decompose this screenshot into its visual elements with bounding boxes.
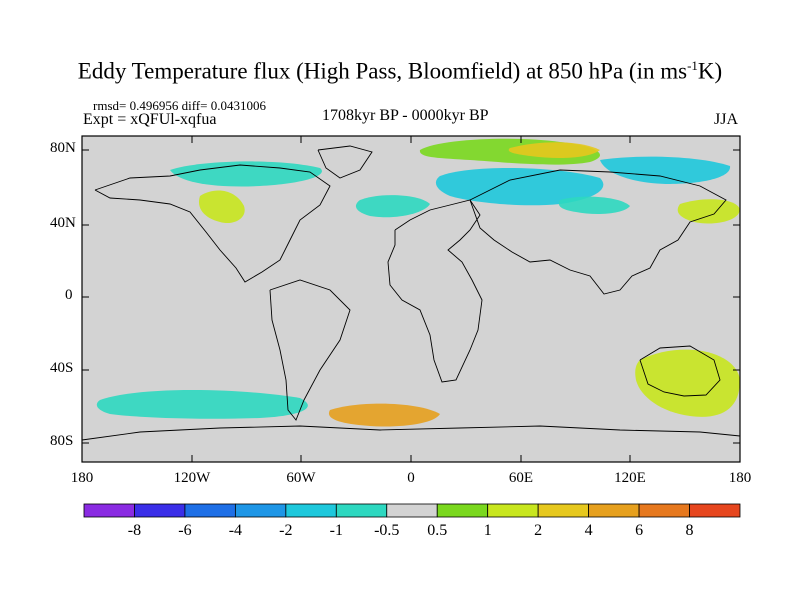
anomaly-layer	[96, 138, 740, 427]
colorbar-swatch	[234, 503, 287, 518]
colorbar-label: -1	[329, 522, 343, 539]
colorbar-label: 1	[483, 522, 492, 539]
lon-label: 60W	[286, 470, 316, 486]
colorbar	[83, 503, 741, 518]
period-label: 1708kyr BP - 0000kyr BP	[322, 107, 489, 124]
anomaly-arctic-siberia	[508, 142, 600, 158]
coastlines	[81, 145, 741, 441]
chart-title: Eddy Temperature flux (High Pass, Bloomf…	[77, 58, 723, 84]
lon-label: 0	[407, 470, 415, 486]
season-label: JJA	[714, 111, 739, 128]
coastline	[81, 425, 741, 441]
colorbar-label: -8	[127, 522, 142, 539]
lat-label: 0	[65, 287, 73, 303]
colorbar-swatch	[386, 503, 438, 518]
stats-text: rmsd= 0.496956 diff= 0.0431006	[93, 98, 266, 113]
colorbar-swatch	[285, 503, 337, 518]
coastline	[387, 199, 483, 383]
colorbar-swatch	[184, 503, 236, 518]
coastline	[269, 279, 351, 421]
anomaly-australia-sw	[635, 349, 740, 417]
colorbar-label: 8	[685, 522, 694, 539]
anomaly-nw-pacific	[677, 199, 740, 224]
experiment-label: Expt = xQFUl-xqfua	[83, 111, 217, 128]
colorbar-swatch	[436, 503, 489, 518]
coastline	[639, 345, 721, 397]
anomaly-ne-atlantic	[355, 195, 430, 218]
lat-label: 40N	[50, 215, 76, 231]
anomaly-n-canada	[170, 161, 322, 187]
colorbar-label: -2	[279, 522, 293, 539]
colorbar-swatch	[638, 503, 690, 518]
colorbar-label: 2	[534, 522, 543, 539]
lon-label: 180	[70, 470, 94, 486]
colorbar-swatch	[335, 503, 388, 518]
anomaly-w-north-america	[198, 190, 245, 224]
anomaly-southern-ocean	[328, 403, 440, 427]
colorbar-label: -4	[228, 522, 243, 539]
colorbar-label: -0.5	[374, 522, 400, 539]
colorbar-swatch	[588, 503, 640, 518]
coastline	[469, 169, 727, 295]
colorbar-swatch	[537, 503, 590, 518]
colorbar-label: 4	[584, 522, 593, 539]
anomaly-s-pacific	[96, 390, 308, 419]
colorbar-label: 6	[635, 522, 644, 539]
lon-label: 120E	[614, 470, 646, 486]
colorbar-label: 0.5	[427, 522, 448, 539]
colorbar-swatch	[83, 503, 135, 518]
colorbar-swatch	[134, 503, 186, 518]
coastline	[94, 164, 331, 283]
lat-label: 40S	[50, 360, 74, 376]
colorbar-label: -6	[178, 522, 192, 539]
lon-label: 180	[728, 470, 752, 486]
lon-label: 60E	[508, 470, 534, 486]
lon-label: 120W	[173, 470, 211, 486]
axis-ticks	[81, 136, 741, 462]
anomaly-central-asia	[558, 196, 630, 214]
lat-label: 80N	[50, 140, 76, 156]
colorbar-swatch	[487, 503, 539, 518]
colorbar-swatch	[689, 503, 741, 518]
anomaly-n-pacific-west	[600, 156, 731, 184]
lat-label: 80S	[50, 433, 74, 449]
coastline	[317, 145, 373, 179]
